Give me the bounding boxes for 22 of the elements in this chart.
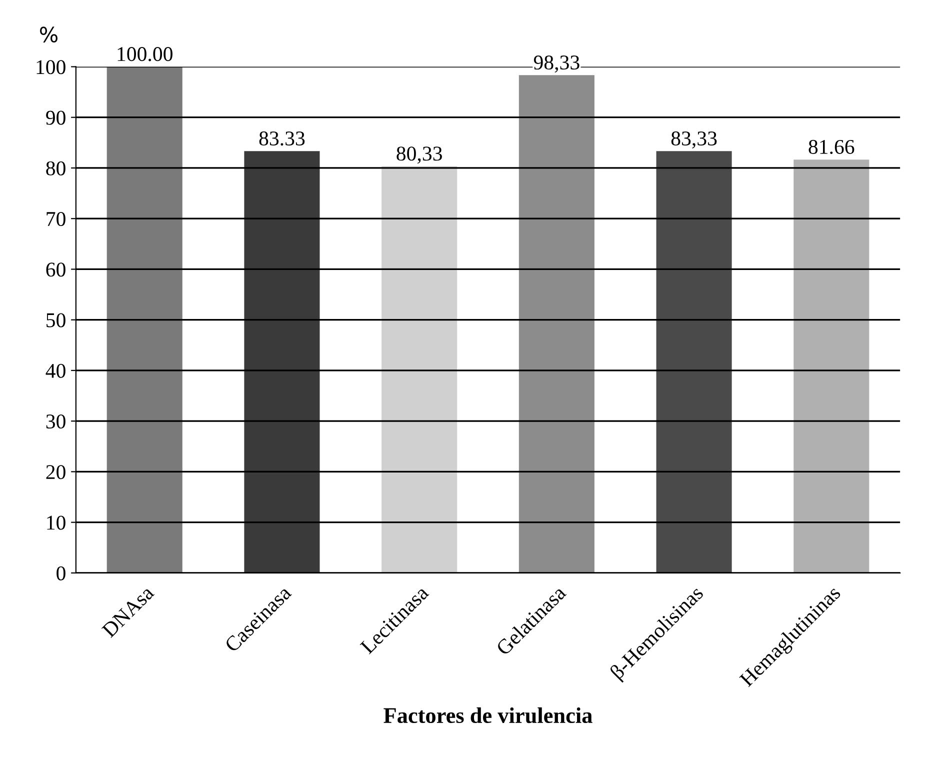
data-label: 83.33 [259,131,305,146]
y-tick-label: 50 [46,313,66,328]
data-label: 98,33 [534,56,580,73]
bar [518,75,594,573]
data-label: 83,33 [671,131,717,148]
y-tick-label: 90 [46,110,66,125]
data-label: 81.66 [808,140,854,154]
x-axis-title: Factores de virulencia [384,707,592,724]
y-tick-label: 70 [46,212,66,226]
y-tick-label: 20 [46,465,66,480]
bar [656,151,732,573]
bar [382,166,458,573]
y-tick-label: 40 [46,364,66,378]
y-axis-title: % [40,26,58,42]
data-label: 80,33 [396,146,442,164]
data-label: 100.00 [118,47,172,62]
y-tick-label: 100 [36,60,66,74]
y-tick-label: 80 [46,161,66,176]
y-tick-label: 10 [47,516,66,530]
y-tick-label: 30 [46,414,66,429]
y-tick-label: 0 [56,566,66,580]
y-tick-label: 60 [46,262,66,277]
